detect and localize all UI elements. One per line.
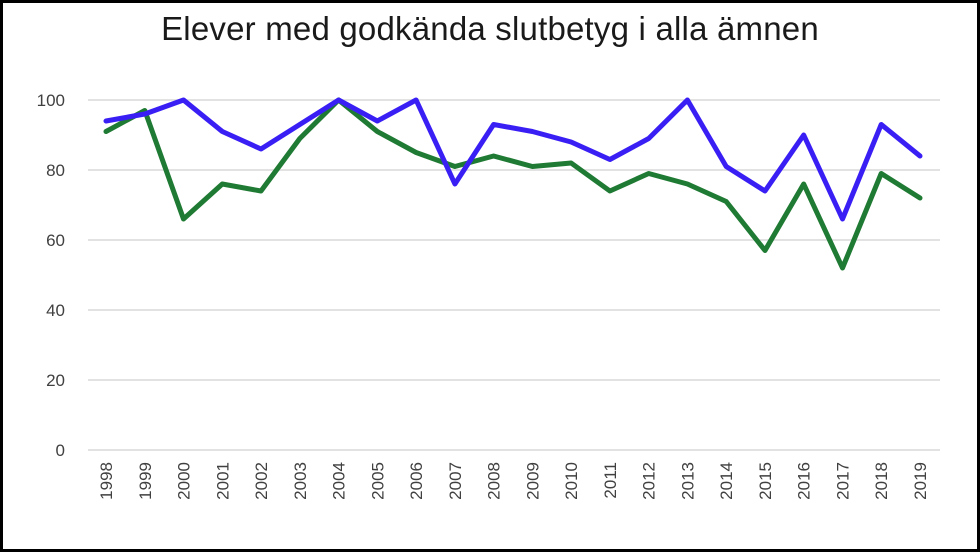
chart-title: Elever med godkända slutbetyg i alla ämn… [161, 10, 819, 47]
x-tick-label: 2007 [446, 462, 465, 500]
x-tick-label: 1999 [136, 462, 155, 500]
x-tick-label: 2004 [330, 462, 349, 500]
y-tick-label: 60 [46, 231, 65, 250]
x-tick-label: 2016 [795, 462, 814, 500]
series-line-1 [103, 97, 923, 222]
x-tick-label: 2012 [640, 462, 659, 500]
x-tick-label: 2011 [601, 462, 620, 499]
x-tick-label: 2017 [833, 462, 852, 500]
y-tick-label: 40 [46, 301, 65, 320]
x-tick-label: 2014 [717, 462, 736, 500]
x-tick-label: 2018 [872, 462, 891, 500]
y-tick-label: 80 [46, 161, 65, 180]
x-tick-label: 2015 [756, 462, 775, 500]
x-tick-label: 2008 [485, 462, 504, 500]
series-line-2 [103, 97, 923, 271]
x-tick-label: 1998 [97, 462, 116, 500]
x-tick-label: 2001 [213, 462, 232, 500]
x-tick-label: 2013 [678, 462, 697, 500]
y-axis-ticks: 0 20 40 60 80 100 [37, 91, 65, 460]
y-tick-label: 20 [46, 371, 65, 390]
gridlines [88, 99, 940, 451]
x-axis-ticks: 1998 1999 2000 2001 2002 2003 2004 2005 2006 2007… [97, 462, 930, 500]
x-tick-label: 2019 [911, 462, 930, 500]
x-tick-label: 2010 [562, 462, 581, 500]
x-tick-label: 2005 [368, 462, 387, 500]
x-tick-label: 2000 [175, 462, 194, 500]
x-tick-label: 2002 [252, 462, 271, 500]
y-tick-label: 100 [37, 91, 65, 110]
y-tick-label: 0 [56, 441, 65, 460]
series-lines [103, 97, 923, 271]
x-tick-label: 2009 [523, 462, 542, 500]
x-tick-label: 2003 [291, 462, 310, 500]
x-tick-label: 2006 [407, 462, 426, 500]
